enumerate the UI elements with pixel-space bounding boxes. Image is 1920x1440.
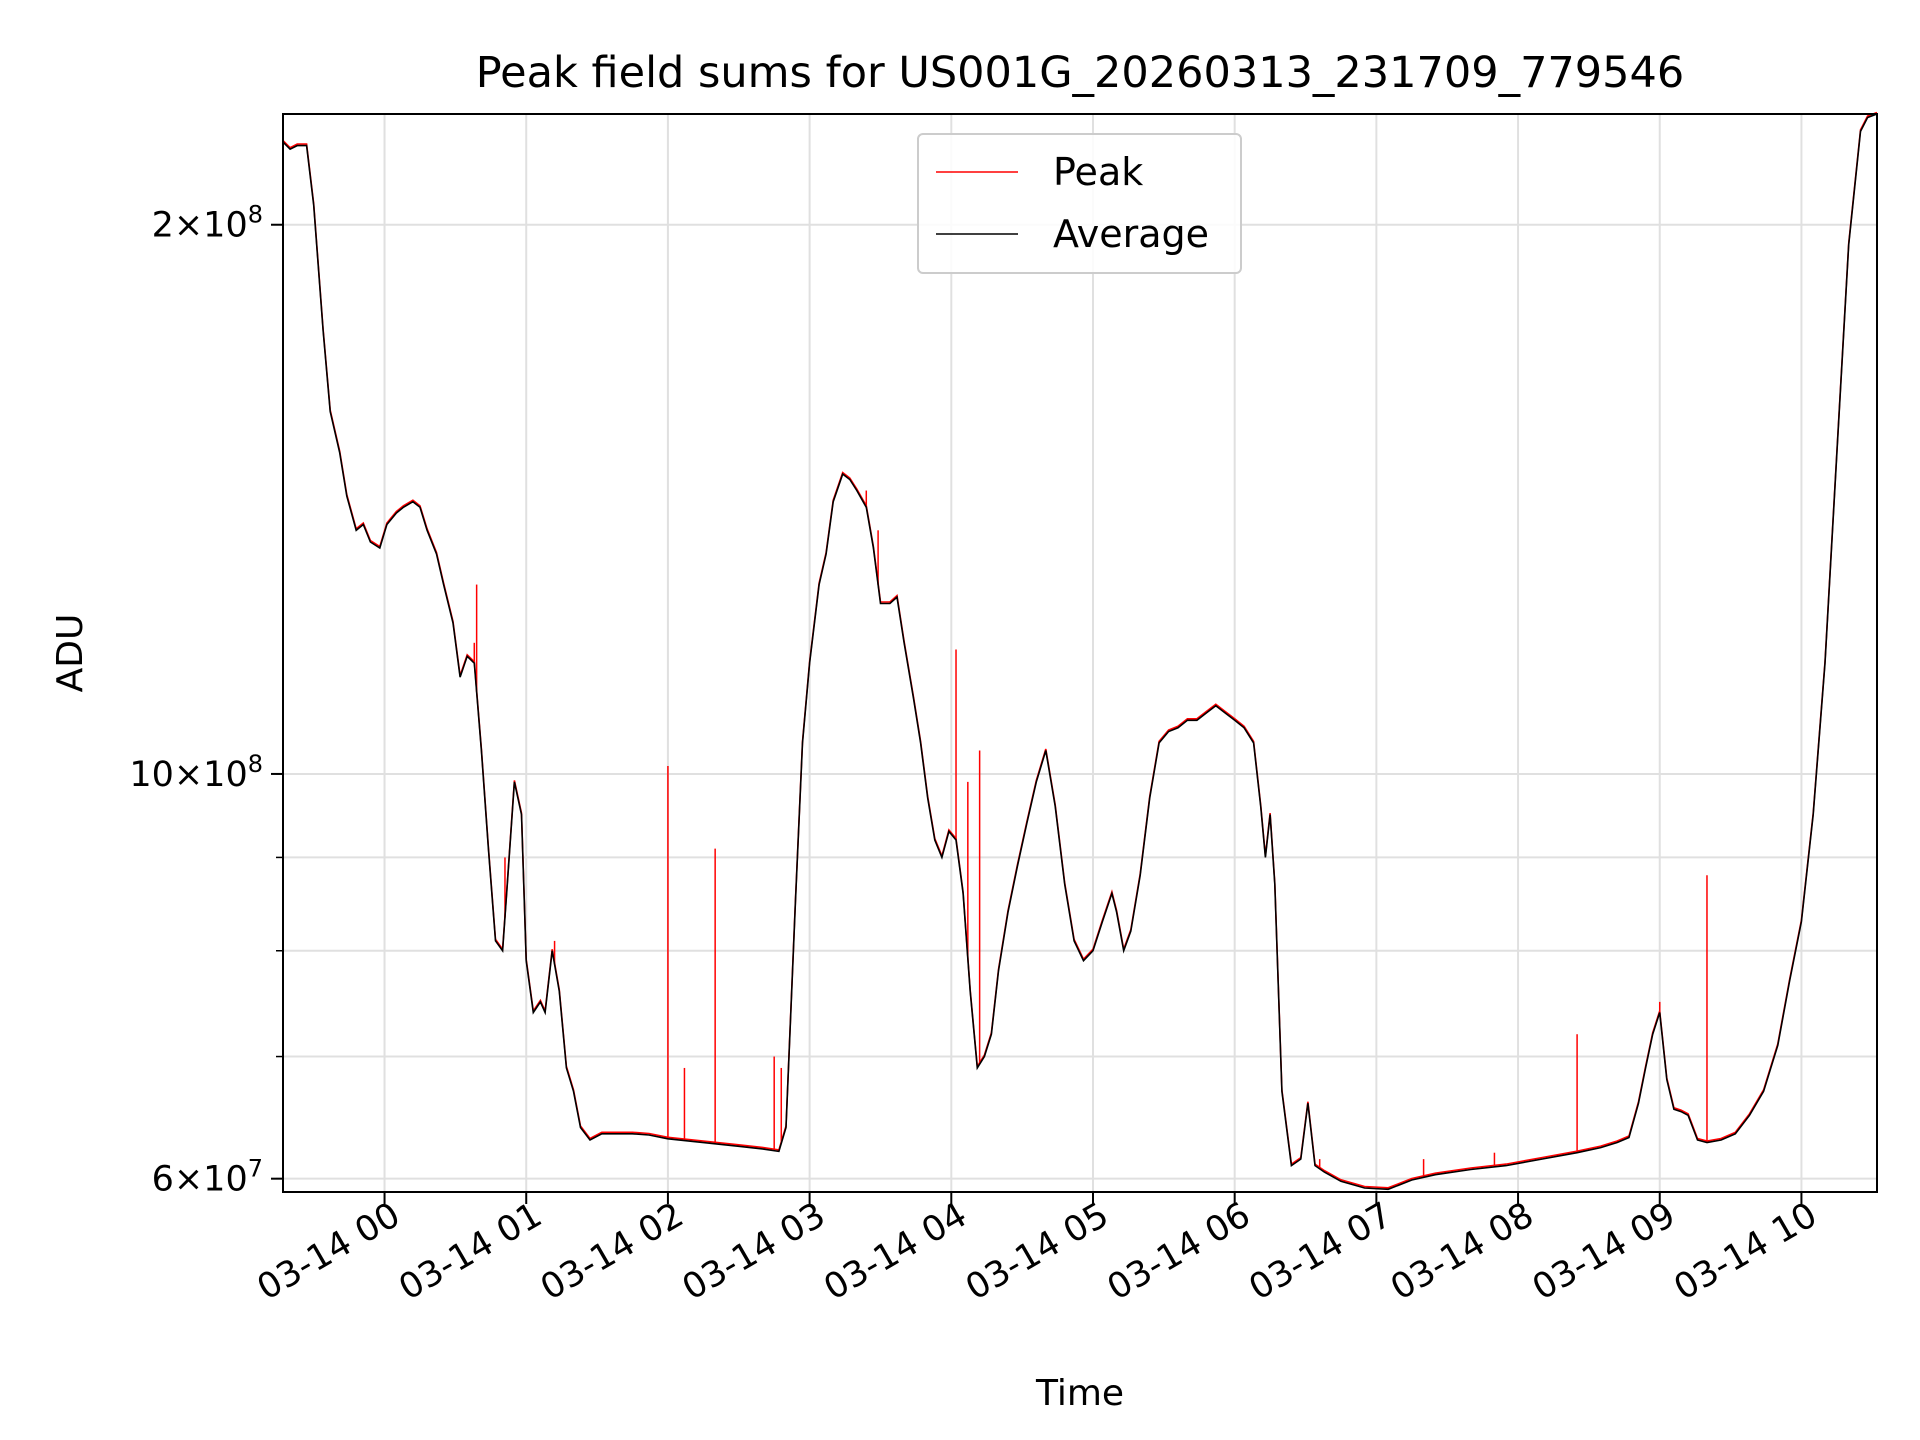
plot-series	[282, 111, 1878, 1191]
chart-title: Peak field sums for US001G_20260313_2317…	[476, 48, 1684, 98]
legend-label-average: Average	[1053, 212, 1209, 256]
y-tick-label: 2×108	[152, 201, 263, 246]
legend: Peak Average	[917, 133, 1242, 274]
legend-box	[917, 133, 1242, 274]
plot-frame	[282, 113, 1878, 1193]
series-line-average	[282, 113, 1878, 1191]
y-tick-label: 6×107	[152, 1155, 263, 1200]
x-axis-label: Time	[1035, 1373, 1124, 1414]
y-tick-label: 10×108	[129, 750, 263, 795]
y-axis-label: ADU	[50, 614, 91, 693]
legend-label-peak: Peak	[1053, 150, 1143, 194]
y-axis-ticks: 2×108 10×108 6×107	[129, 201, 283, 1200]
